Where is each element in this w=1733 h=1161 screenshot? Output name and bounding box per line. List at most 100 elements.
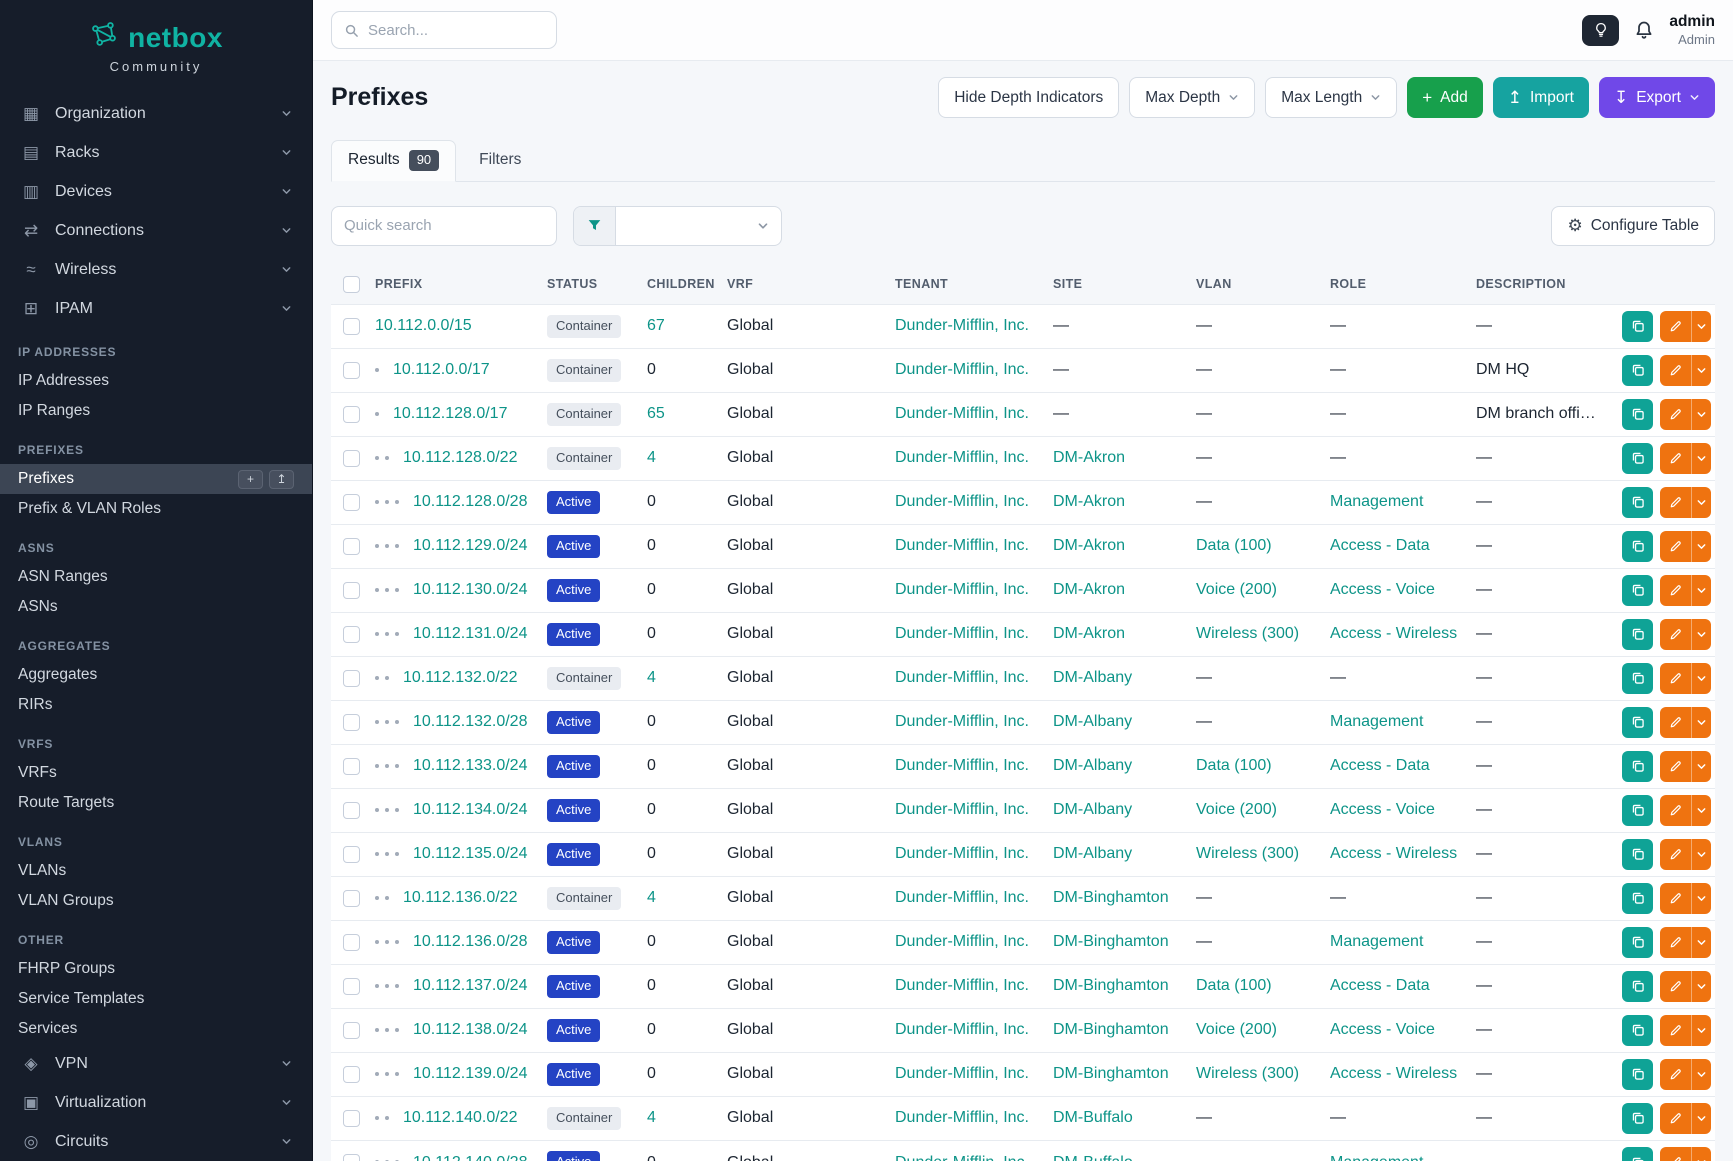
site-link[interactable]: DM-Akron xyxy=(1053,493,1126,511)
sidebar-item-service-templates[interactable]: Service Templates xyxy=(0,984,312,1014)
column-header-description[interactable]: DESCRIPTION xyxy=(1476,277,1566,292)
children-count-link[interactable]: 4 xyxy=(647,669,656,687)
row-select-checkbox[interactable] xyxy=(343,933,360,951)
row-select-checkbox[interactable] xyxy=(343,361,360,379)
edit-button[interactable] xyxy=(1660,926,1691,958)
max-length-dropdown[interactable]: Max Length xyxy=(1265,77,1398,118)
import-button[interactable]: ↥ Import xyxy=(1492,77,1589,118)
site-link[interactable]: DM-Akron xyxy=(1053,537,1126,555)
edit-dropdown-button[interactable] xyxy=(1691,750,1711,782)
sidebar-item-services[interactable]: Services xyxy=(0,1014,312,1044)
max-depth-dropdown[interactable]: Max Depth xyxy=(1129,77,1256,118)
copy-button[interactable] xyxy=(1622,574,1653,606)
role-link[interactable]: Access - Voice xyxy=(1330,1021,1435,1039)
copy-button[interactable] xyxy=(1622,838,1653,870)
edit-dropdown-button[interactable] xyxy=(1691,882,1711,914)
vlan-link[interactable]: Wireless (300) xyxy=(1196,625,1300,643)
brand[interactable]: netbox Community xyxy=(0,0,312,86)
user-menu[interactable]: admin Admin xyxy=(1669,13,1715,47)
row-select-checkbox[interactable] xyxy=(343,801,360,819)
sidebar-item-devices[interactable]: ▥ Devices xyxy=(0,172,312,211)
copy-button[interactable] xyxy=(1622,926,1653,958)
export-button[interactable]: ↧ Export xyxy=(1598,77,1715,118)
sidebar-item-racks[interactable]: ▤ Racks xyxy=(0,133,312,172)
prefix-link[interactable]: 10.112.131.0/24 xyxy=(413,625,528,643)
tenant-link[interactable]: Dunder-Mifflin, Inc. xyxy=(895,537,1029,555)
prefix-link[interactable]: 10.112.139.0/24 xyxy=(413,1065,528,1083)
edit-dropdown-button[interactable] xyxy=(1691,618,1711,650)
children-count-link[interactable]: 4 xyxy=(647,449,656,467)
tenant-link[interactable]: Dunder-Mifflin, Inc. xyxy=(895,1154,1029,1161)
edit-dropdown-button[interactable] xyxy=(1691,354,1711,386)
site-link[interactable]: DM-Albany xyxy=(1053,845,1133,863)
children-count-link[interactable]: 65 xyxy=(647,405,665,423)
global-search-box[interactable] xyxy=(331,11,557,49)
children-count-link[interactable]: 4 xyxy=(647,889,656,907)
prefix-link[interactable]: 10.112.136.0/28 xyxy=(413,933,528,951)
column-header-role[interactable]: ROLE xyxy=(1330,277,1367,292)
prefix-link[interactable]: 10.112.140.0/28 xyxy=(413,1154,527,1161)
copy-button[interactable] xyxy=(1622,1058,1653,1090)
row-select-checkbox[interactable] xyxy=(343,977,360,995)
prefix-link[interactable]: 10.112.136.0/22 xyxy=(403,889,518,907)
edit-button[interactable] xyxy=(1660,882,1691,914)
site-link[interactable]: DM-Akron xyxy=(1053,449,1126,467)
sidebar-item-circuits[interactable]: ◎ Circuits xyxy=(0,1122,312,1161)
edit-button[interactable] xyxy=(1660,442,1691,474)
children-count-link[interactable]: 67 xyxy=(647,317,665,335)
tenant-link[interactable]: Dunder-Mifflin, Inc. xyxy=(895,801,1029,819)
copy-button[interactable] xyxy=(1622,530,1653,562)
site-link[interactable]: DM-Binghamton xyxy=(1053,1065,1169,1083)
tenant-link[interactable]: Dunder-Mifflin, Inc. xyxy=(895,1021,1029,1039)
tenant-link[interactable]: Dunder-Mifflin, Inc. xyxy=(895,361,1029,379)
sidebar-item-route-targets[interactable]: Route Targets xyxy=(0,788,312,818)
theme-toggle-button[interactable] xyxy=(1582,14,1620,46)
prefix-link[interactable]: 10.112.0.0/15 xyxy=(375,317,472,335)
edit-dropdown-button[interactable] xyxy=(1691,970,1711,1002)
column-header-status[interactable]: STATUS xyxy=(547,277,598,292)
tenant-link[interactable]: Dunder-Mifflin, Inc. xyxy=(895,669,1029,687)
copy-button[interactable] xyxy=(1622,706,1653,738)
row-select-checkbox[interactable] xyxy=(343,625,360,643)
column-header-children[interactable]: CHILDREN xyxy=(647,277,715,292)
prefix-link[interactable]: 10.112.140.0/22 xyxy=(403,1109,518,1127)
prefix-link[interactable]: 10.112.128.0/22 xyxy=(403,449,518,467)
vlan-link[interactable]: Data (100) xyxy=(1196,537,1272,555)
edit-dropdown-button[interactable] xyxy=(1691,486,1711,518)
edit-button[interactable] xyxy=(1660,574,1691,606)
edit-button[interactable] xyxy=(1660,398,1691,430)
copy-button[interactable] xyxy=(1622,354,1653,386)
prefix-link[interactable]: 10.112.137.0/24 xyxy=(413,977,528,995)
edit-dropdown-button[interactable] xyxy=(1691,926,1711,958)
edit-dropdown-button[interactable] xyxy=(1691,530,1711,562)
prefix-link[interactable]: 10.112.0.0/17 xyxy=(393,361,490,379)
vlan-link[interactable]: Voice (200) xyxy=(1196,1021,1277,1039)
vlan-link[interactable]: Voice (200) xyxy=(1196,581,1277,599)
select-all-checkbox[interactable] xyxy=(343,275,360,293)
hide-depth-indicators-button[interactable]: Hide Depth Indicators xyxy=(938,77,1120,118)
copy-button[interactable] xyxy=(1622,398,1653,430)
role-link[interactable]: Management xyxy=(1330,493,1424,511)
edit-dropdown-button[interactable] xyxy=(1691,1147,1711,1161)
sidebar-item-connections[interactable]: ⇄ Connections xyxy=(0,211,312,250)
edit-button[interactable] xyxy=(1660,794,1691,826)
edit-dropdown-button[interactable] xyxy=(1691,1058,1711,1090)
copy-button[interactable] xyxy=(1622,486,1653,518)
configure-table-button[interactable]: ⚙ Configure Table xyxy=(1551,205,1715,246)
tenant-link[interactable]: Dunder-Mifflin, Inc. xyxy=(895,449,1029,467)
row-select-checkbox[interactable] xyxy=(343,493,360,511)
column-header-site[interactable]: SITE xyxy=(1053,277,1083,292)
edit-button[interactable] xyxy=(1660,1147,1691,1161)
role-link[interactable]: Access - Wireless xyxy=(1330,625,1458,643)
prefix-link[interactable]: 10.112.130.0/24 xyxy=(413,581,528,599)
copy-button[interactable] xyxy=(1622,750,1653,782)
prefix-link[interactable]: 10.112.128.0/17 xyxy=(393,405,508,423)
site-link[interactable]: DM-Binghamton xyxy=(1053,1021,1169,1039)
sidebar-item-aggregates[interactable]: Aggregates xyxy=(0,660,312,690)
role-link[interactable]: Access - Data xyxy=(1330,537,1430,555)
edit-dropdown-button[interactable] xyxy=(1691,1014,1711,1046)
sidebar-item-ip-ranges[interactable]: IP Ranges xyxy=(0,396,312,426)
site-link[interactable]: DM-Buffalo xyxy=(1053,1154,1133,1161)
edit-dropdown-button[interactable] xyxy=(1691,794,1711,826)
role-link[interactable]: Access - Voice xyxy=(1330,801,1435,819)
